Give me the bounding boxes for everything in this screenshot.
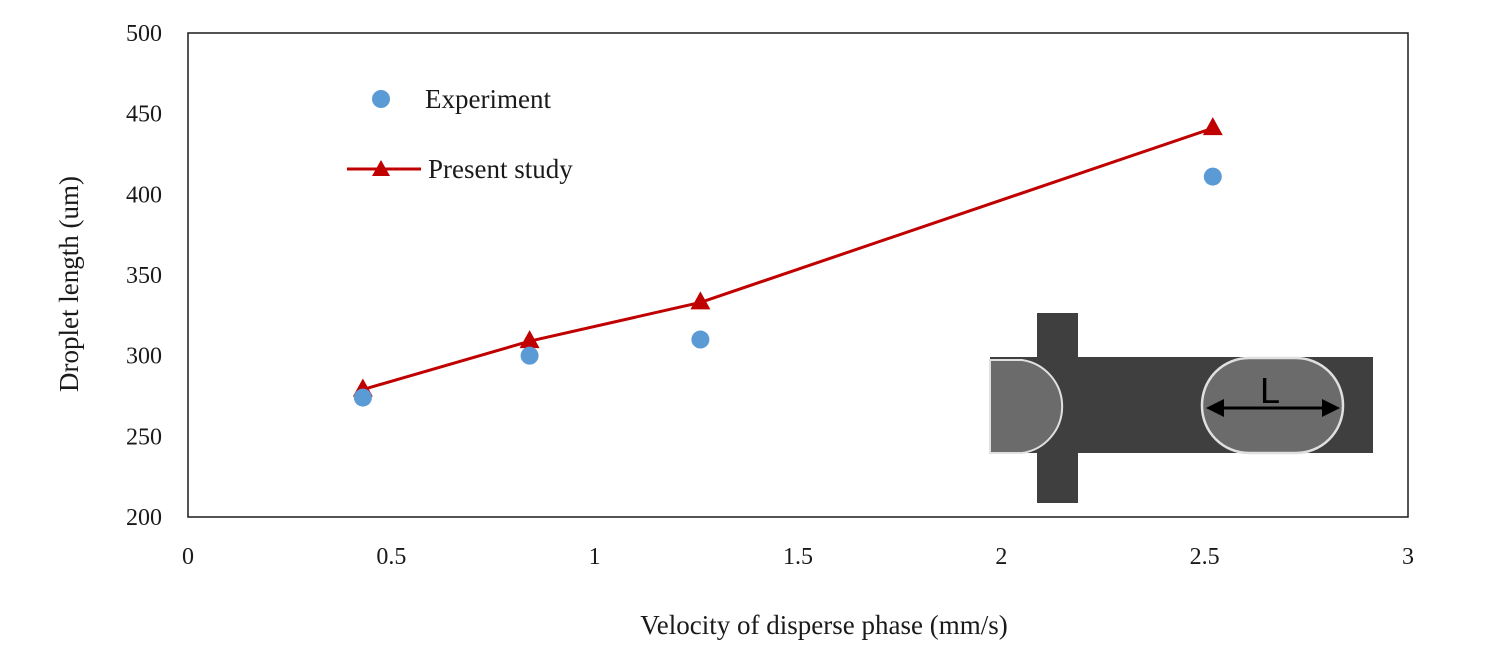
x-tick-label: 0.5 <box>376 544 406 570</box>
y-tick-label: 500 <box>126 21 162 47</box>
legend-present-study-marker <box>372 160 390 176</box>
present-study-point <box>1202 117 1223 136</box>
droplet-length-label: L <box>1260 370 1280 411</box>
y-tick-label: 300 <box>126 344 162 370</box>
experiment-markers <box>353 167 1222 407</box>
legend-experiment-marker <box>372 90 390 108</box>
x-tick-label: 2 <box>995 544 1007 570</box>
legend-present-study-label: Present study <box>428 154 573 184</box>
x-tick-label: 0 <box>182 544 194 570</box>
arrow-head-right <box>1322 399 1340 417</box>
y-axis-title: Droplet length (um) <box>54 176 84 392</box>
x-tick-label: 3 <box>1402 544 1414 570</box>
arrow-head-left <box>1206 399 1224 417</box>
experiment-point <box>353 388 372 407</box>
legend-experiment-label: Experiment <box>425 84 551 114</box>
y-tick-label: 200 <box>126 505 162 531</box>
x-tick-labels: 0 0.5 1 1.5 2 2.5 3 <box>182 544 1414 570</box>
x-axis-title: Velocity of disperse phase (mm/s) <box>640 610 1007 640</box>
channel-schematic: L <box>989 313 1373 503</box>
present-study-markers <box>352 117 1223 397</box>
present-study-point <box>519 330 540 349</box>
y-tick-label: 450 <box>126 102 162 128</box>
y-tick-labels: 200 250 300 350 400 450 500 <box>126 21 162 531</box>
y-tick-label: 250 <box>126 424 162 450</box>
y-tick-label: 400 <box>126 182 162 208</box>
experiment-point <box>691 330 710 349</box>
x-tick-label: 2.5 <box>1190 544 1220 570</box>
x-tick-label: 1.5 <box>783 544 813 570</box>
y-tick-label: 350 <box>126 263 162 289</box>
present-study-point <box>690 291 711 310</box>
x-tick-label: 1 <box>589 544 601 570</box>
present-study-line <box>362 126 1214 391</box>
experiment-point <box>520 346 539 365</box>
legend: Experiment Present study <box>347 84 573 184</box>
experiment-point <box>1203 167 1222 186</box>
dispersed-phase-inlet <box>989 359 1064 454</box>
droplet <box>1200 356 1345 455</box>
